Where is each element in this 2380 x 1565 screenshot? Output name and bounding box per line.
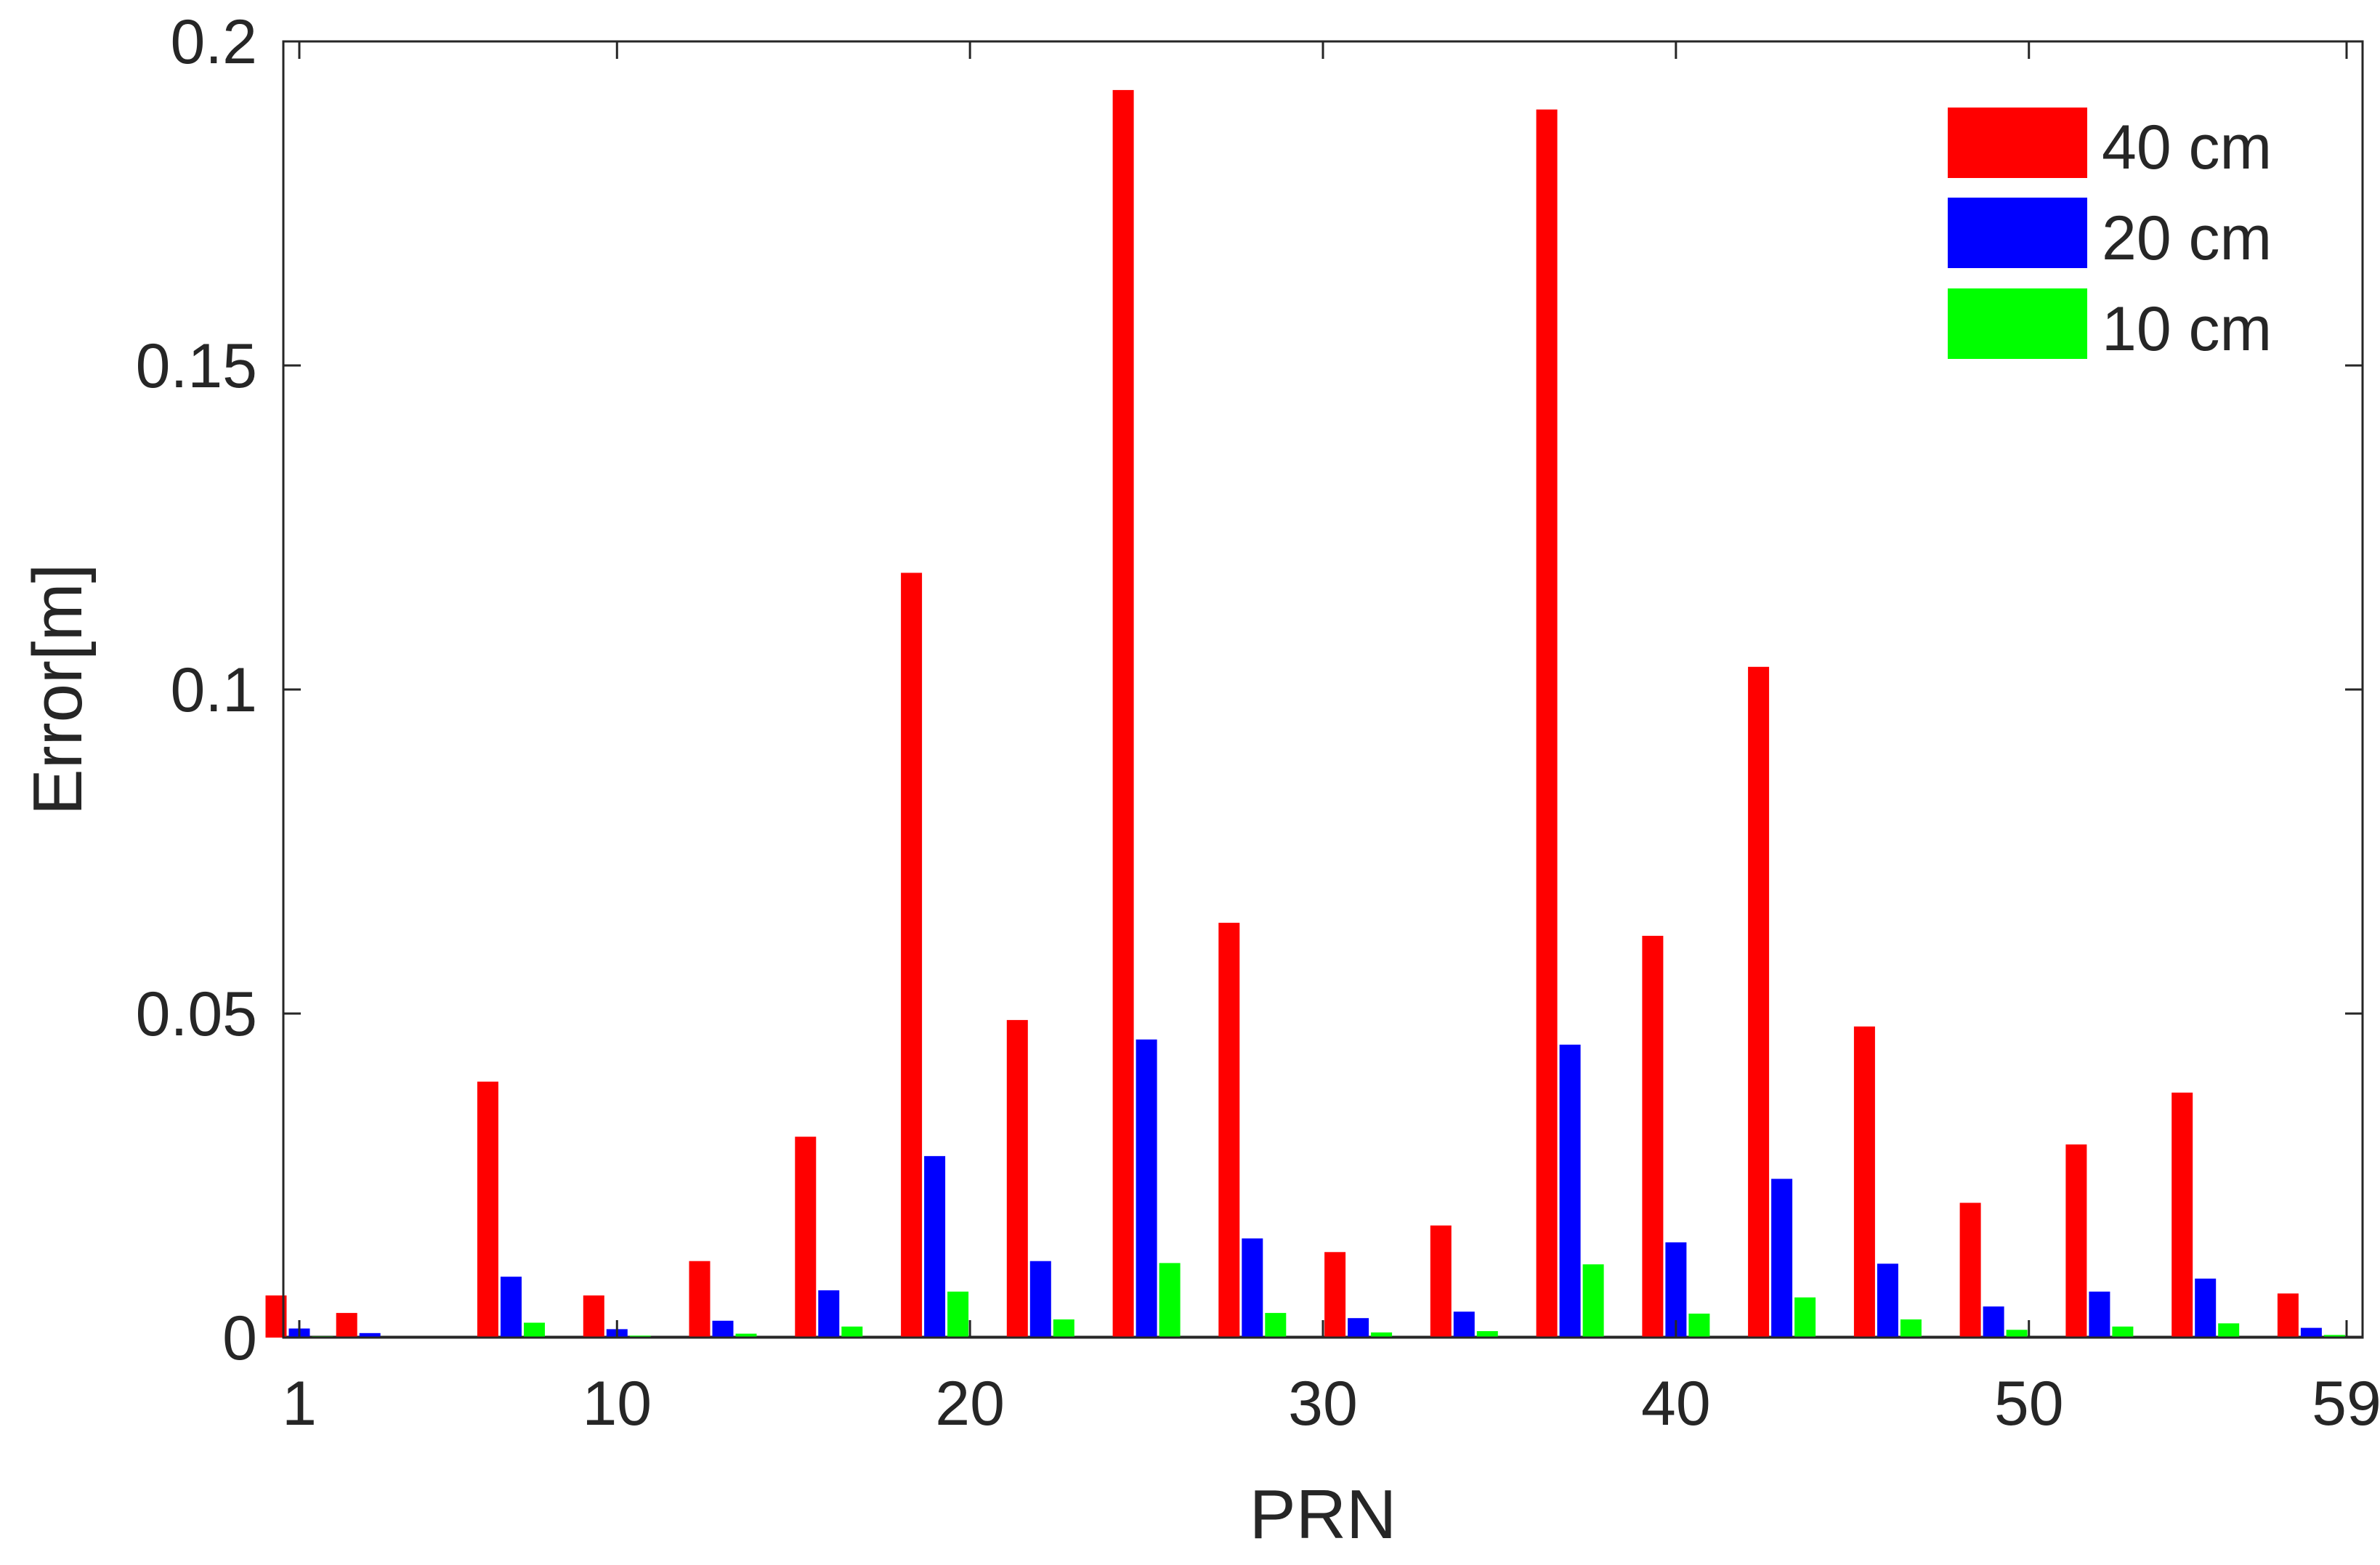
x-tick-label: 20	[935, 1369, 1005, 1439]
bar-10cm-prn-49	[2006, 1330, 2028, 1338]
bar-40cm-prn-40	[1642, 936, 1664, 1338]
bar-10cm-prn-16	[841, 1326, 863, 1338]
bar-10cm-prn-13	[735, 1333, 757, 1338]
bar-10cm-prn-43	[1794, 1297, 1816, 1338]
bar-20cm-prn-43	[1771, 1178, 1793, 1338]
bar-40cm-prn-19	[901, 573, 923, 1338]
bar-40cm-prn-49	[1959, 1202, 1981, 1338]
bar-40cm-prn-34	[1430, 1225, 1452, 1338]
bar-40cm-prn-13	[689, 1261, 711, 1338]
bar-10cm-prn-22	[1053, 1319, 1074, 1338]
bar-40cm-prn-37	[1536, 109, 1558, 1338]
bar-10cm-prn-40	[1688, 1314, 1710, 1338]
x-tick-label: 59	[2312, 1369, 2380, 1439]
bar-20cm-prn-3	[359, 1333, 381, 1338]
y-axis-label: Error[m]	[19, 564, 97, 816]
x-tick-label: 1	[282, 1369, 317, 1439]
bar-40cm-prn-7	[477, 1081, 498, 1338]
x-tick-label: 10	[582, 1369, 652, 1439]
legend-label-10cm: 10 cm	[2102, 294, 2272, 364]
y-tick-label: 0.05	[136, 979, 257, 1049]
bar-20cm-prn-19	[924, 1156, 946, 1338]
bar-20cm-prn-22	[1029, 1261, 1051, 1338]
y-tick-label: 0	[222, 1303, 257, 1373]
axes-frame	[282, 40, 2364, 1339]
bar-10cm-prn-46	[1900, 1319, 1922, 1338]
bar-40cm-prn-52	[2065, 1144, 2087, 1338]
bars-group	[265, 89, 2363, 1338]
y-tick-label: 0.15	[136, 331, 257, 401]
bar-40cm-prn-16	[795, 1136, 817, 1338]
bar-20cm-prn-55	[2195, 1278, 2217, 1338]
bar-10cm-prn-37	[1582, 1264, 1604, 1338]
bar-40cm-prn-25	[1112, 89, 1134, 1338]
bar-10cm-prn-34	[1476, 1331, 1498, 1338]
bar-10cm-prn-25	[1159, 1263, 1181, 1338]
legend-swatch-20cm	[1948, 198, 2087, 268]
bar-10cm-prn-52	[2112, 1326, 2134, 1338]
ticks-group: 1 10 20 30 40 50 59 0 0.05 0.1 0.15 0.2	[136, 7, 2380, 1439]
legend-swatch-10cm	[1948, 288, 2087, 359]
bar-40cm-prn-28	[1218, 923, 1240, 1338]
bar-40cm-prn-55	[2171, 1092, 2193, 1338]
bar-20cm-prn-37	[1559, 1044, 1581, 1338]
bar-40cm-prn-43	[1748, 666, 1770, 1338]
bar-10cm-prn-31	[1371, 1332, 1393, 1338]
bar-40cm-prn-46	[1853, 1026, 1875, 1338]
bar-10cm-prn-19	[947, 1291, 969, 1338]
bar-40cm-prn-58	[2277, 1293, 2299, 1338]
y-tick-label: 0.2	[170, 7, 257, 77]
bar-20cm-prn-7	[501, 1277, 522, 1338]
bar-10cm-prn-58	[2323, 1335, 2345, 1338]
bar-10cm-prn-55	[2218, 1323, 2240, 1338]
legend-label-20cm: 20 cm	[2102, 203, 2272, 273]
legend-label-40cm: 40 cm	[2102, 113, 2272, 182]
bar-40cm-prn-22	[1006, 1019, 1028, 1338]
x-tick-label: 50	[1994, 1369, 2064, 1439]
bar-10cm-prn-28	[1265, 1313, 1287, 1338]
bar-20cm-prn-52	[2089, 1291, 2110, 1338]
legend: 40 cm 20 cm 10 cm	[1948, 108, 2272, 364]
bar-20cm-prn-58	[2300, 1327, 2322, 1338]
legend-swatch-40cm	[1948, 108, 2087, 178]
bar-20cm-prn-13	[712, 1320, 734, 1338]
x-tick-label: 30	[1288, 1369, 1358, 1439]
bar-10cm-prn-7	[524, 1322, 545, 1338]
bar-40cm-prn-10	[583, 1295, 604, 1338]
bar-20cm-prn-46	[1877, 1263, 1898, 1338]
x-tick-label: 40	[1641, 1369, 1711, 1439]
y-tick-label: 0.1	[170, 655, 257, 725]
bar-20cm-prn-49	[1983, 1306, 2004, 1338]
bar-20cm-prn-34	[1453, 1311, 1475, 1338]
bar-20cm-prn-25	[1136, 1039, 1157, 1338]
bar-40cm-prn-31	[1324, 1252, 1346, 1338]
bar-20cm-prn-28	[1242, 1238, 1263, 1338]
bar-40cm-prn-3	[336, 1313, 357, 1338]
bar-20cm-prn-16	[818, 1290, 840, 1338]
bar-20cm-prn-31	[1348, 1318, 1369, 1338]
x-axis-label: PRN	[1250, 1476, 1397, 1553]
